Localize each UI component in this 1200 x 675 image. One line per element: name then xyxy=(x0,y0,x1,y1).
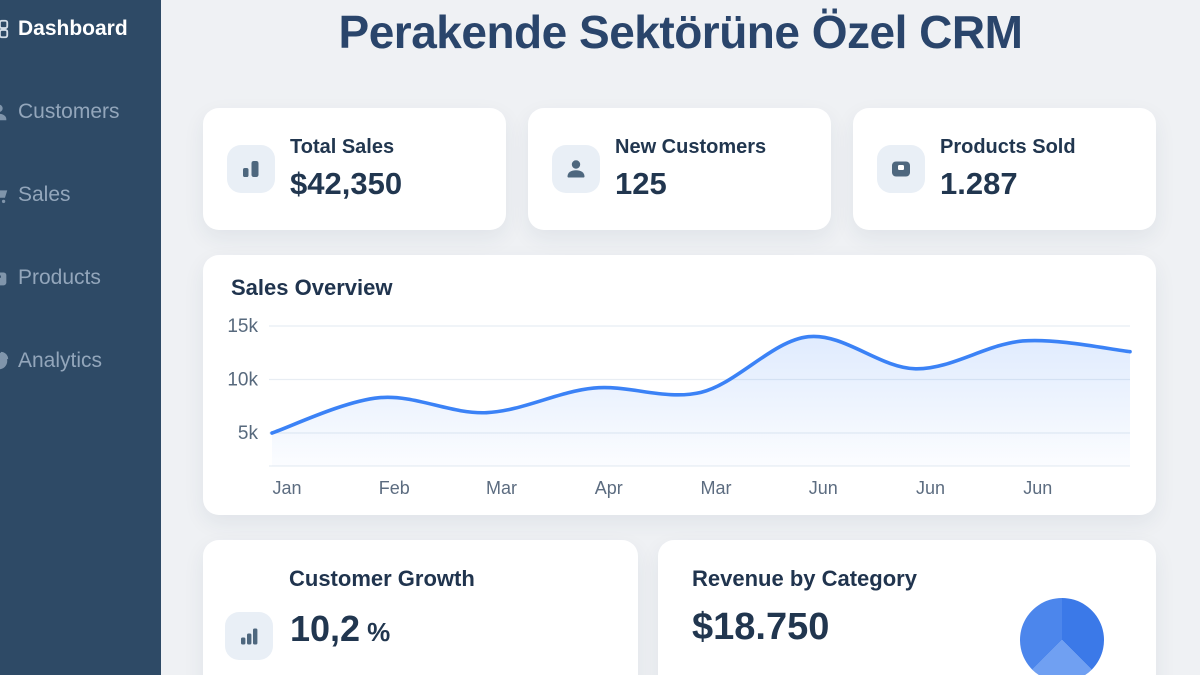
stat-value: $42,350 xyxy=(290,166,403,201)
analytics-icon xyxy=(0,350,10,372)
sales-overview-card: Sales Overview 15k 10k 5k Jan Feb Mar Apr Mar Ju… xyxy=(203,255,1156,515)
sidebar-item-analytics[interactable]: Analytics xyxy=(0,336,161,386)
dashboard-icon xyxy=(0,18,10,40)
sidebar-item-label: Sales xyxy=(18,183,71,206)
svg-text:Mar: Mar xyxy=(701,478,732,498)
sidebar-item-sales[interactable]: Sales xyxy=(0,170,161,220)
svg-text:Jun: Jun xyxy=(1023,478,1052,498)
stat-label: Total Sales xyxy=(290,136,395,158)
svg-text:10k: 10k xyxy=(227,370,258,391)
revenue-by-category-card: Revenue by Category $18.750 xyxy=(658,540,1156,675)
sidebar: Dashboard Customers Sales Products Analy… xyxy=(0,0,161,675)
sidebar-item-label: Products xyxy=(18,266,101,289)
svg-text:15k: 15k xyxy=(227,316,258,337)
svg-text:5k: 5k xyxy=(238,423,259,444)
percent-unit: % xyxy=(367,617,391,647)
svg-text:Jun: Jun xyxy=(916,478,945,498)
customers-icon xyxy=(0,101,10,123)
package-icon xyxy=(877,145,925,193)
sidebar-item-products[interactable]: Products xyxy=(0,253,161,303)
stat-value: 125 xyxy=(615,166,667,201)
svg-text:Apr: Apr xyxy=(595,478,623,498)
stat-card-new-customers: New Customers 125 xyxy=(528,108,831,230)
stat-card-products-sold: Products Sold 1.287 xyxy=(853,108,1156,230)
page-title: Perakende Sektörüne Özel CRM xyxy=(338,6,1023,58)
stat-label: Products Sold xyxy=(940,136,1076,158)
main-content: Perakende Sektörüne Özel CRM Total Sales… xyxy=(161,0,1200,675)
svg-text:Feb: Feb xyxy=(379,478,410,498)
sidebar-item-dashboard[interactable]: Dashboard xyxy=(0,4,161,54)
revenue-by-category-title: Revenue by Category xyxy=(692,566,917,591)
sidebar-item-label: Customers xyxy=(18,100,120,123)
products-icon xyxy=(0,267,10,289)
sales-overview-title: Sales Overview xyxy=(231,275,393,300)
customer-growth-value: 10,2% xyxy=(290,608,391,649)
svg-text:Mar: Mar xyxy=(486,478,517,498)
stat-value: 1.287 xyxy=(940,166,1018,201)
stats-row: Total Sales $42,350 New Customers 125 xyxy=(203,108,1156,230)
user-icon xyxy=(552,145,600,193)
revenue-value: $18.750 xyxy=(692,606,830,648)
bar-chart-icon xyxy=(227,145,275,193)
customer-growth-card: Customer Growth 10,2% xyxy=(203,540,638,675)
sidebar-item-label: Dashboard xyxy=(18,17,128,40)
svg-text:Jun: Jun xyxy=(809,478,838,498)
sales-icon xyxy=(0,184,10,206)
svg-text:Jan: Jan xyxy=(272,478,301,498)
customer-growth-title: Customer Growth xyxy=(289,566,475,591)
bottom-row: Customer Growth 10,2% Revenue by Categor… xyxy=(203,540,1156,675)
sales-overview-line-chart: 15k 10k 5k Jan Feb Mar Apr Mar Jun Jun Jun xyxy=(203,255,1156,515)
revenue-pie-chart xyxy=(1020,598,1104,675)
stat-card-total-sales: Total Sales $42,350 xyxy=(203,108,506,230)
stat-label: New Customers xyxy=(615,136,767,158)
sidebar-item-customers[interactable]: Customers xyxy=(0,87,161,137)
growth-bars-icon xyxy=(225,612,273,660)
sidebar-item-label: Analytics xyxy=(18,349,103,372)
